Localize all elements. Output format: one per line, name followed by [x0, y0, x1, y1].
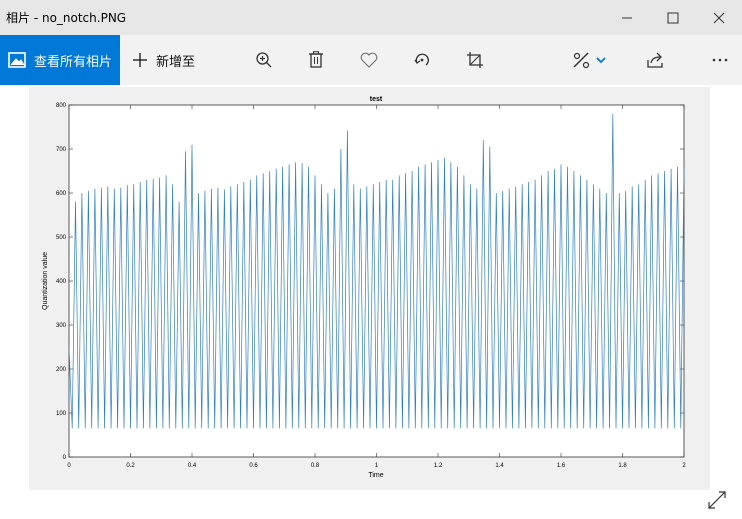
chart: test Time Quantization value 0 0.2 0.4 0.6 0… — [42, 96, 686, 479]
photo-icon — [8, 52, 26, 68]
chevron-down-icon — [596, 57, 606, 64]
minimize-button[interactable] — [604, 0, 650, 35]
y-tick-label: 800 — [56, 103, 67, 109]
y-tick-label: 300 — [56, 323, 67, 329]
y-axis-label: Quantization value — [42, 252, 49, 310]
crop-button[interactable] — [457, 35, 493, 85]
x-tick-label: 1.2 — [434, 463, 443, 469]
x-tick-label: 1.8 — [618, 463, 627, 469]
fullscreen-button[interactable] — [706, 489, 728, 511]
title-bar: 相片 - no_notch.PNG — [0, 0, 742, 35]
x-tick-label: 1.6 — [557, 463, 566, 469]
x-axis-label: Time — [368, 472, 383, 479]
delete-icon — [309, 51, 323, 68]
x-tick-label: 0 — [67, 463, 71, 469]
favorite-button[interactable] — [351, 35, 387, 85]
maximize-icon — [667, 12, 679, 23]
view-all-photos-label: 查看所有相片 — [34, 54, 113, 70]
window-title: 相片 - no_notch.PNG — [6, 11, 127, 25]
y-tick-label: 700 — [56, 147, 67, 153]
x-tick-label: 0.8 — [311, 463, 320, 469]
zoom-in-icon — [256, 52, 272, 68]
x-tick-label: 0.6 — [249, 463, 258, 469]
delete-button[interactable] — [298, 35, 334, 85]
x-tick-label: 1.4 — [495, 463, 504, 469]
rotate-icon — [414, 53, 429, 66]
y-tick-label: 0 — [63, 455, 67, 461]
edit-icon — [573, 52, 590, 69]
share-icon — [647, 52, 663, 68]
x-tick-label: 0.4 — [188, 463, 197, 469]
series-line — [68, 113, 685, 429]
y-tick-label: 500 — [56, 235, 67, 241]
y-tick-label: 200 — [56, 367, 67, 373]
app-toolbar: 查看所有相片 新增至 — [0, 35, 742, 85]
rotate-button[interactable] — [404, 35, 440, 85]
favorite-icon — [360, 52, 378, 68]
edit-create-button[interactable] — [562, 35, 616, 85]
y-tick-label: 100 — [56, 411, 67, 417]
y-tick-label: 600 — [56, 191, 67, 197]
view-all-photos-button[interactable]: 查看所有相片 — [0, 35, 120, 85]
add-to-label: 新增至 — [156, 54, 196, 70]
more-button[interactable] — [702, 35, 738, 85]
maximize-button[interactable] — [650, 0, 696, 35]
x-tick-label: 0.2 — [126, 463, 135, 469]
add-to-button[interactable]: 新增至 — [132, 51, 195, 70]
plus-icon — [133, 53, 147, 67]
expand-icon — [708, 491, 726, 509]
close-button[interactable] — [696, 0, 742, 35]
chart-title: test — [370, 96, 383, 103]
x-tick-label: 2 — [682, 463, 686, 469]
close-icon — [713, 12, 725, 23]
crop-icon — [467, 52, 483, 68]
minimize-icon — [622, 17, 632, 18]
share-button[interactable] — [637, 35, 673, 85]
zoom-button[interactable] — [246, 35, 282, 85]
x-tick-label: 1 — [375, 463, 379, 469]
y-tick-label: 400 — [56, 279, 67, 285]
more-icon — [712, 58, 728, 62]
photo-viewer: test Time Quantization value 0 0.2 0.4 0.6 0… — [29, 87, 710, 490]
